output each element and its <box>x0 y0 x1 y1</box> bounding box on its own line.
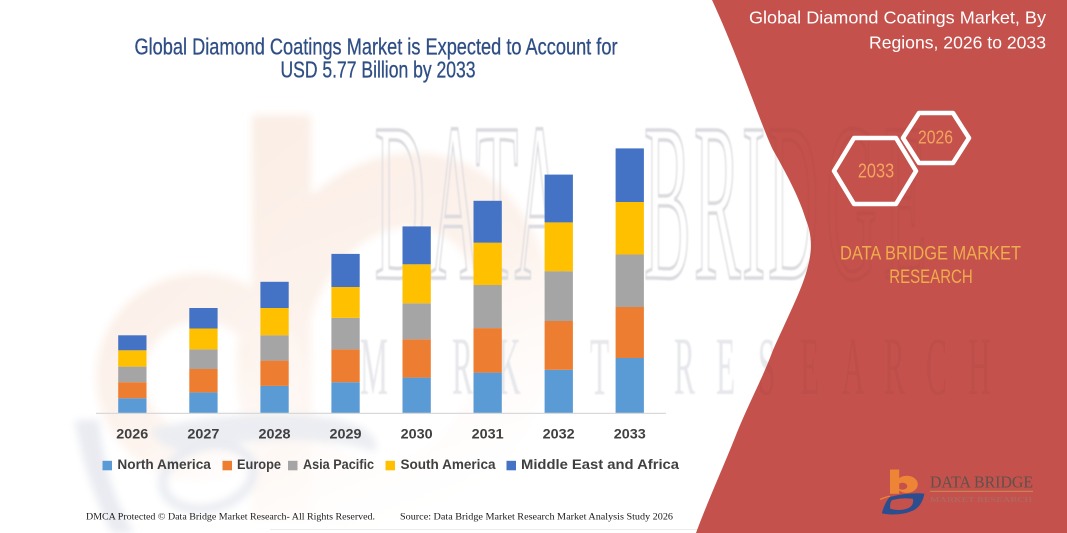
svg-text:E: E <box>800 321 819 412</box>
svg-text:South America: South America <box>401 457 496 472</box>
svg-text:E: E <box>716 321 735 412</box>
svg-text:Source: Data Bridge Market Res: Source: Data Bridge Market Research Mark… <box>400 512 673 522</box>
svg-text:2028: 2028 <box>259 427 292 442</box>
svg-text:Global Diamond Coatings Market: Global Diamond Coatings Market is Expect… <box>135 33 618 59</box>
svg-text:Global Diamond Coatings Market: Global Diamond Coatings Market, By <box>749 8 1046 28</box>
svg-text:2026: 2026 <box>116 427 149 442</box>
svg-text:Regions, 2026 to 2033: Regions, 2026 to 2033 <box>869 33 1046 53</box>
svg-text:A: A <box>430 78 481 328</box>
svg-text:R: R <box>674 321 695 412</box>
svg-text:T: T <box>590 321 609 412</box>
svg-text:2033: 2033 <box>858 160 894 182</box>
svg-text:RESEARCH: RESEARCH <box>889 267 973 288</box>
svg-text:2033: 2033 <box>614 427 647 442</box>
svg-text:2030: 2030 <box>401 427 433 442</box>
svg-text:DATA BRIDGE: DATA BRIDGE <box>930 473 1033 492</box>
svg-text:2026: 2026 <box>918 128 953 148</box>
svg-text:North America: North America <box>117 457 211 472</box>
svg-text:Middle East and Africa: Middle East and Africa <box>521 457 680 472</box>
svg-text:H: H <box>968 321 991 412</box>
svg-text:R: R <box>884 321 905 412</box>
svg-text:2031: 2031 <box>472 427 505 442</box>
svg-text:2032: 2032 <box>543 427 575 442</box>
svg-text:R: R <box>694 78 741 328</box>
svg-text:Asia Pacific: Asia Pacific <box>303 457 374 472</box>
svg-text:DATA BRIDGE MARKET: DATA BRIDGE MARKET <box>840 244 1021 265</box>
svg-text:2029: 2029 <box>330 427 362 442</box>
svg-text:MARKET RESEARCH: MARKET RESEARCH <box>930 496 1032 504</box>
svg-text:Europe: Europe <box>237 457 281 472</box>
svg-text:USD 5.77 Billion by 2033: USD 5.77 Billion by 2033 <box>281 56 476 82</box>
svg-text:R: R <box>452 321 473 412</box>
svg-text:A: A <box>842 321 865 412</box>
svg-text:2027: 2027 <box>187 427 219 442</box>
svg-text:DMCA Protected © Data Bridge M: DMCA Protected © Data Bridge Market Rese… <box>86 511 375 522</box>
svg-text:K: K <box>498 321 521 412</box>
svg-text:M: M <box>360 321 388 412</box>
svg-text:B: B <box>644 78 691 328</box>
svg-text:C: C <box>926 321 947 412</box>
